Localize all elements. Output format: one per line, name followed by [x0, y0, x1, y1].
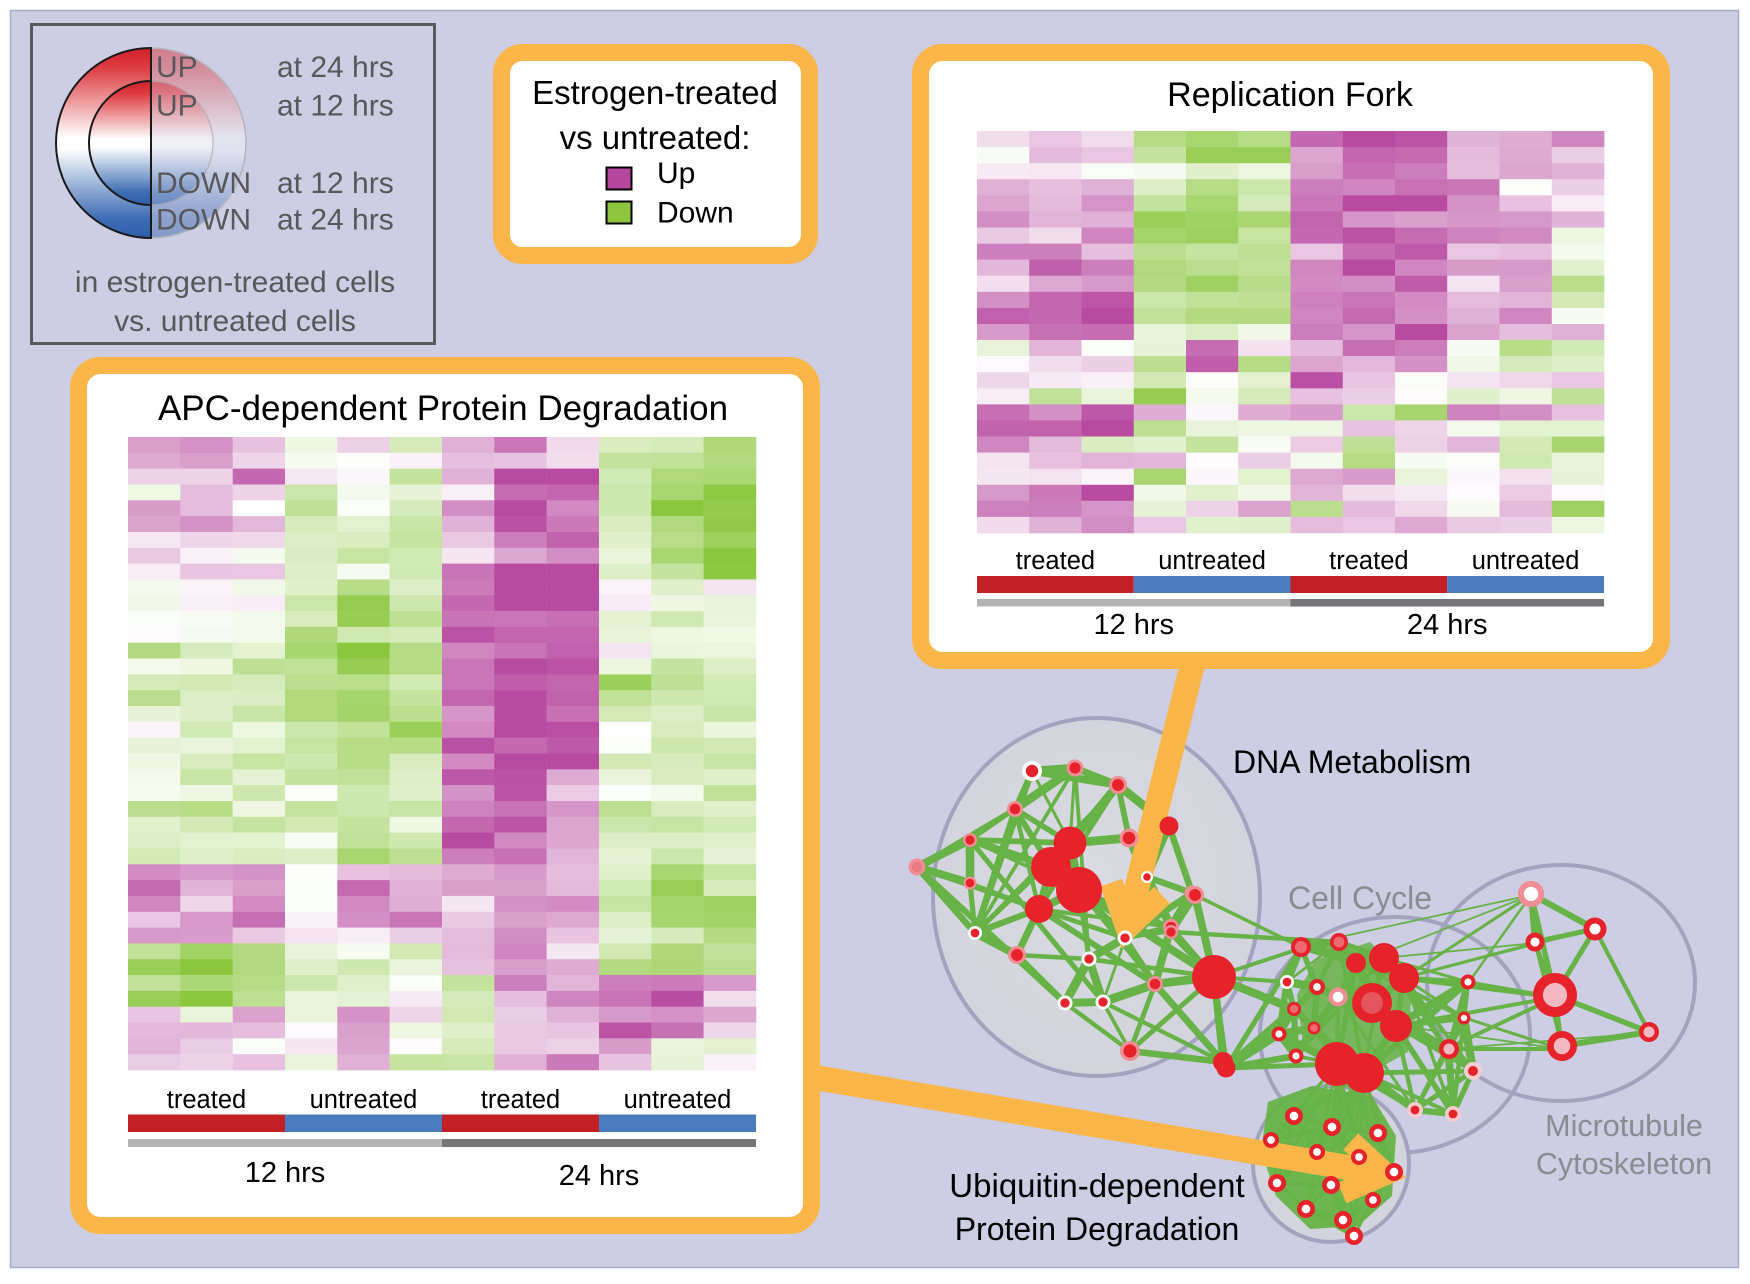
svg-text:at 24 hrs: at 24 hrs — [277, 51, 394, 84]
svg-text:Microtubule: Microtubule — [1545, 1109, 1703, 1143]
svg-text:at 12 hrs: at 12 hrs — [277, 90, 394, 123]
svg-text:DOWN: DOWN — [156, 167, 251, 200]
svg-text:in estrogen-treated cells: in estrogen-treated cells — [75, 266, 395, 299]
svg-text:APC-dependent Protein Degradat: APC-dependent Protein Degradation — [158, 389, 728, 428]
svg-text:vs. untreated cells: vs. untreated cells — [114, 305, 356, 338]
svg-text:24 hrs: 24 hrs — [1407, 609, 1488, 641]
svg-text:untreated: untreated — [1158, 547, 1266, 575]
svg-text:12 hrs: 12 hrs — [245, 1157, 326, 1189]
svg-text:DNA Metabolism: DNA Metabolism — [1233, 744, 1471, 780]
svg-text:Replication Fork: Replication Fork — [1167, 76, 1414, 114]
svg-text:UP: UP — [156, 90, 198, 123]
svg-text:24 hrs: 24 hrs — [559, 1160, 640, 1192]
svg-text:at 24 hrs: at 24 hrs — [277, 204, 394, 237]
svg-text:at 12 hrs: at 12 hrs — [277, 167, 394, 200]
svg-text:Cell Cycle: Cell Cycle — [1288, 880, 1432, 916]
svg-text:treated: treated — [167, 1086, 246, 1114]
svg-text:Down: Down — [657, 197, 734, 230]
svg-text:Protein Degradation: Protein Degradation — [955, 1211, 1240, 1247]
svg-text:treated: treated — [481, 1086, 560, 1114]
svg-text:untreated: untreated — [1472, 547, 1580, 575]
svg-text:Up: Up — [657, 157, 695, 190]
svg-text:12 hrs: 12 hrs — [1093, 609, 1174, 641]
svg-text:Cytoskeleton: Cytoskeleton — [1536, 1147, 1712, 1181]
svg-text:treated: treated — [1329, 547, 1408, 575]
svg-text:DOWN: DOWN — [156, 204, 251, 237]
svg-text:Ubiquitin-dependent: Ubiquitin-dependent — [949, 1167, 1244, 1204]
svg-text:treated: treated — [1016, 547, 1095, 575]
svg-text:UP: UP — [156, 51, 198, 84]
svg-text:Estrogen-treated: Estrogen-treated — [532, 74, 778, 111]
svg-text:untreated: untreated — [624, 1086, 732, 1114]
svg-text:vs untreated:: vs untreated: — [560, 119, 751, 156]
svg-text:untreated: untreated — [310, 1086, 418, 1114]
